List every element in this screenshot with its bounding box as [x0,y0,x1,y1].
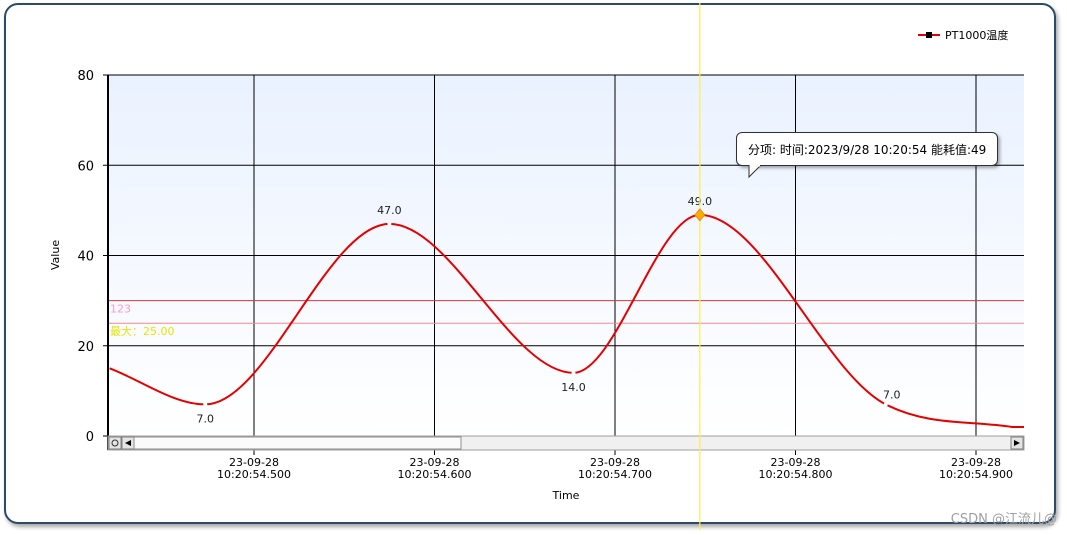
scrollbar-thumb[interactable] [133,436,462,450]
x-tick-time: 10:20:54.700 [578,468,652,481]
data-point [203,402,208,407]
arrow-left-icon [125,440,131,446]
legend-marker [926,32,932,38]
x-tick-time: 10:20:54.500 [217,468,291,481]
y-tick-label: 60 [77,159,94,174]
reference-line-label: 123 [110,303,131,316]
zoom-reset-icon [111,439,119,447]
data-point [571,370,576,375]
x-tick-date: 23-09-28 [951,456,1001,469]
data-label: 7.0 [883,388,901,401]
y-tick-label: 0 [86,430,94,445]
horizontal-scrollbar[interactable] [107,435,1025,451]
x-tick-date: 23-09-28 [229,456,279,469]
zoom-reset-button[interactable] [108,436,122,450]
series-layer: 7.047.014.049.07.0 [109,195,1024,428]
axes: 020406080Value23-09-2810:20:54.50023-09-… [49,69,1013,502]
highlighted-point [694,208,706,222]
x-tick-date: 23-09-28 [590,456,640,469]
data-label: 7.0 [197,412,215,425]
legend: PT1000温度 [918,28,1008,42]
data-tooltip: 分项: 时间:2023/9/28 10:20:54 能耗值:49 [736,132,999,166]
x-tick-date: 23-09-28 [771,456,821,469]
watermark: CSDN @江流儿@ [950,512,1057,527]
x-tick-date: 23-09-28 [410,456,460,469]
tooltip-pointer [748,165,762,179]
legend-label: PT1000温度 [945,28,1008,42]
cursor-layer [694,3,706,530]
data-point [387,221,392,226]
data-label: 14.0 [561,381,586,394]
reference-line-label: 最大：25.00 [110,324,175,338]
data-point [883,402,888,407]
x-tick-time: 10:20:54.900 [939,468,1013,481]
arrow-right-icon [1014,440,1020,446]
y-axis-title: Value [49,240,62,270]
reference-lines: 123 最大：25.00 [108,300,1024,338]
data-label: 47.0 [377,204,402,217]
x-tick-time: 10:20:54.600 [398,468,472,481]
x-tick-time: 10:20:54.800 [759,468,833,481]
x-axis-title: Time [552,489,580,502]
y-tick-label: 20 [77,340,94,355]
y-tick-label: 40 [77,250,94,265]
y-tick-label: 80 [77,69,94,84]
